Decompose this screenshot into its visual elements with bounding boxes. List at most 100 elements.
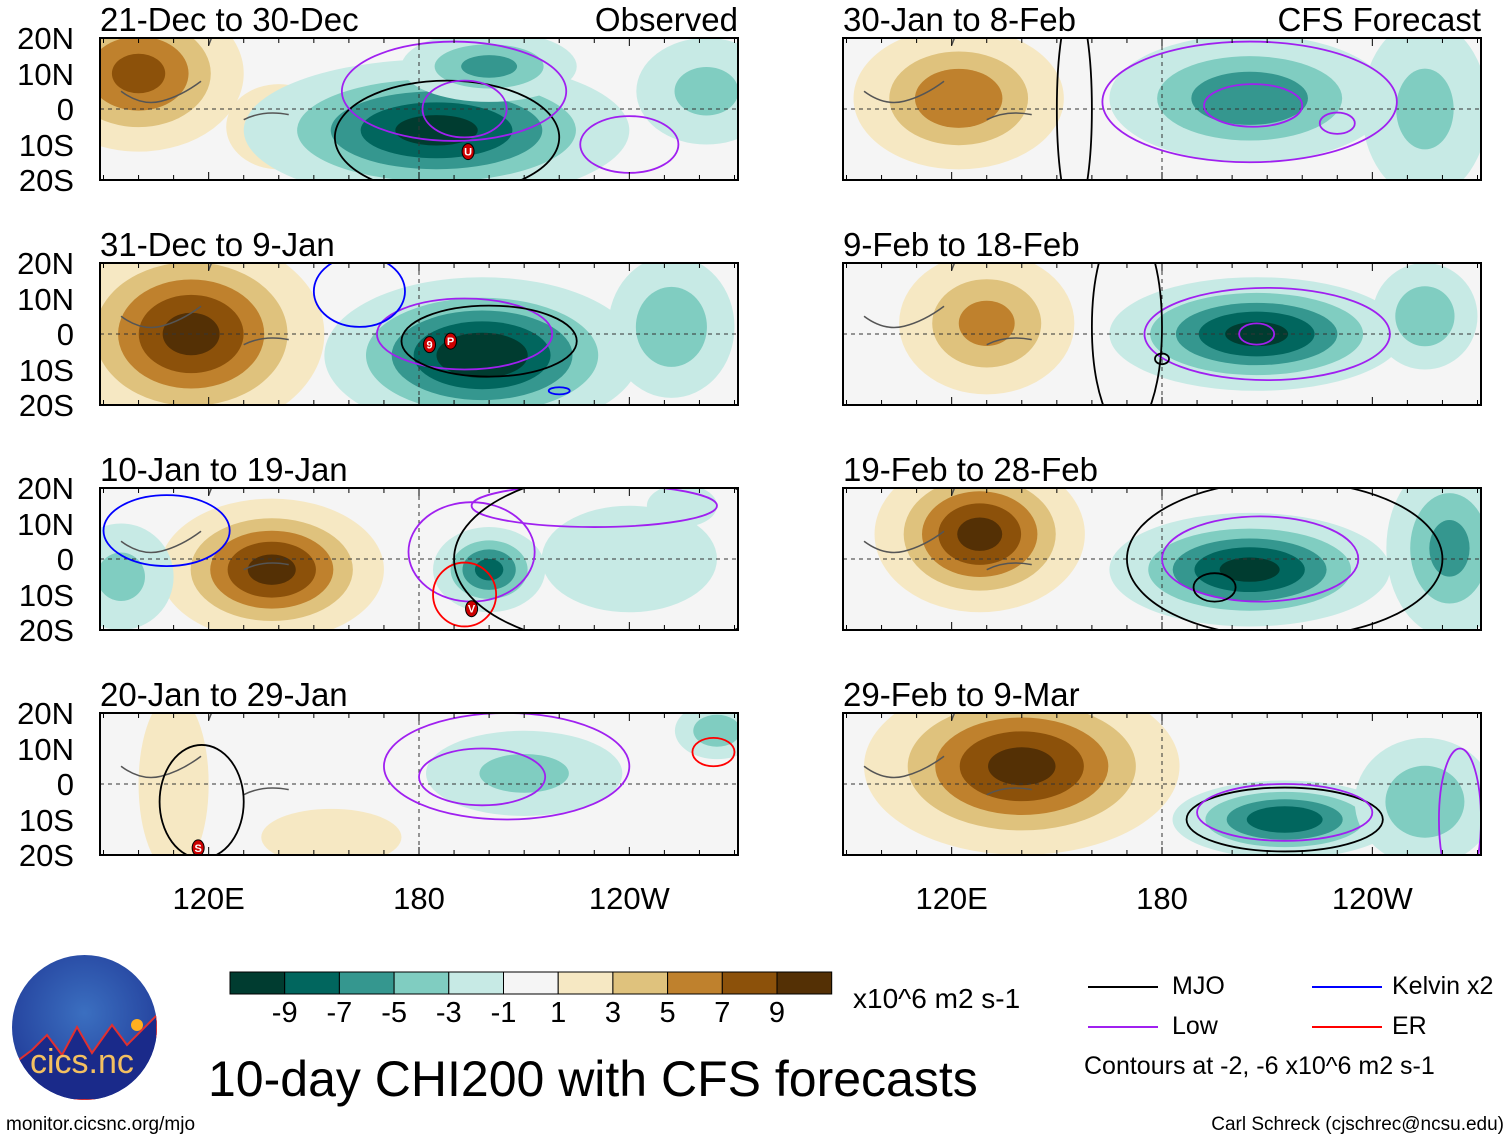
colorbar-swatch — [338, 971, 395, 995]
lon-tick-label: 120W — [1331, 881, 1413, 916]
map-panel — [843, 263, 1481, 405]
low-contour — [383, 713, 631, 821]
storm-marker — [465, 600, 479, 618]
panel-title: 20-Jan to 29-Jan — [100, 676, 348, 713]
colorbar-label: 3 — [604, 997, 621, 1029]
colorbar-label: 5 — [659, 997, 676, 1029]
mjo-contour — [158, 744, 245, 855]
mjo-line-swatch — [1088, 986, 1158, 988]
lat-tick-label: 0 — [56, 317, 74, 352]
kelvin-line-swatch — [1312, 986, 1382, 988]
anomaly-shading — [1396, 68, 1454, 150]
colorbar-label: 9 — [768, 997, 786, 1029]
legend-low: Low — [1172, 1012, 1218, 1040]
contours-note: Contours at -2, -6 x10^6 m2 s-1 — [1084, 1052, 1435, 1080]
mjo-contour — [1154, 352, 1170, 366]
lat-tick-label: 10N — [17, 731, 74, 767]
lat-tick-label: 20N — [17, 471, 74, 506]
panel-title: 10-Jan to 19-Jan — [100, 451, 348, 488]
lon-tick-label: 180 — [393, 881, 445, 916]
lat-tick-label: 20S — [18, 163, 74, 198]
anomaly-shading — [988, 747, 1056, 786]
lon-tick-label: 120E — [915, 881, 988, 916]
anomaly-shading — [100, 552, 145, 602]
lat-tick-label: 20S — [18, 613, 74, 648]
cics-logo: cics.nc — [12, 955, 157, 1100]
lon-tick-label: 120E — [172, 881, 245, 916]
storm-marker-label: U — [464, 147, 472, 159]
mjo-contour — [1126, 488, 1444, 630]
lat-tick-label: 20N — [17, 696, 74, 731]
panel-tag: CFS Forecast — [1277, 1, 1481, 38]
lat-tick-label: 10S — [18, 127, 74, 163]
low-contour — [470, 488, 718, 528]
panel-title: 29-Feb to 9-Mar — [843, 676, 1080, 713]
lat-tick-label: 20N — [17, 21, 74, 56]
anomaly-shading — [111, 53, 166, 94]
source-url[interactable]: monitor.cicsnc.org/mjo — [6, 1114, 196, 1135]
colorbar-label: -9 — [271, 997, 298, 1029]
map-panel — [843, 38, 1481, 180]
panel-title: 30-Jan to 8-Feb — [843, 1, 1076, 38]
lon-tick-label: 120W — [588, 881, 670, 916]
anomaly-shading — [1191, 71, 1308, 125]
colorbar-label: -3 — [435, 997, 462, 1029]
legend-mjo: MJO — [1172, 972, 1225, 1000]
storm-marker-label: 9 — [426, 340, 432, 352]
anomaly-shading — [261, 808, 402, 855]
low-contour — [1196, 783, 1374, 842]
lat-tick-label: 20S — [18, 838, 74, 873]
colorbar-swatch — [284, 971, 340, 995]
colorbar-swatch — [503, 971, 559, 995]
mjo-contour — [453, 488, 738, 630]
lat-tick-label: 20N — [17, 246, 74, 281]
kelvin-contour — [102, 494, 231, 567]
panel-tag: Observed — [594, 1, 738, 38]
map-panel — [843, 488, 1481, 630]
er-line-swatch — [1312, 1026, 1382, 1028]
colorbar-swatch — [393, 971, 450, 995]
panel-title: 31-Dec to 9-Jan — [100, 226, 335, 263]
storm-marker-label: V — [468, 604, 476, 616]
coastline — [120, 713, 289, 855]
anomaly-shading — [1395, 286, 1455, 347]
low-line-swatch — [1088, 1026, 1158, 1028]
map-panel: V — [100, 488, 738, 630]
coastline — [863, 38, 1032, 180]
lat-tick-label: 0 — [56, 92, 74, 127]
lat-tick-label: 10S — [18, 352, 74, 388]
legend-er: ER — [1392, 1012, 1427, 1040]
lat-tick-label: 10N — [17, 56, 74, 92]
colorbar-label: -5 — [381, 997, 407, 1029]
low-contour — [1438, 747, 1481, 855]
kelvin-contour — [312, 263, 406, 328]
colorbar-swatch — [612, 971, 669, 995]
storm-marker-label: P — [447, 336, 454, 348]
er-contour — [691, 736, 736, 768]
map-panel: S — [100, 713, 738, 855]
low-contour — [418, 747, 547, 807]
coastline — [863, 713, 1032, 855]
coastline — [863, 263, 1032, 405]
low-contour — [1238, 322, 1276, 346]
kelvin-contour — [547, 386, 571, 396]
lat-tick-label: 10N — [17, 281, 74, 317]
coastline — [120, 263, 289, 405]
mjo-contour — [1185, 786, 1384, 853]
colorbar-label: 7 — [714, 997, 731, 1029]
anomaly-shading — [474, 558, 504, 581]
lat-tick-label: 0 — [56, 767, 74, 802]
mjo-contour — [1055, 38, 1093, 180]
panel-title: 21-Dec to 30-Dec — [100, 1, 359, 38]
colorbar-swatch — [448, 971, 504, 995]
storm-marker — [423, 336, 437, 354]
anomaly-shading — [461, 55, 518, 78]
er-contour — [432, 561, 498, 628]
figure-title: 10-day CHI200 with CFS forecasts — [208, 1051, 978, 1107]
mjo-contour — [400, 304, 578, 378]
low-contour — [376, 297, 554, 371]
credit: Carl Schreck (cjschrec@ncsu.edu) — [1211, 1114, 1504, 1135]
anomaly-shading — [914, 68, 1003, 128]
